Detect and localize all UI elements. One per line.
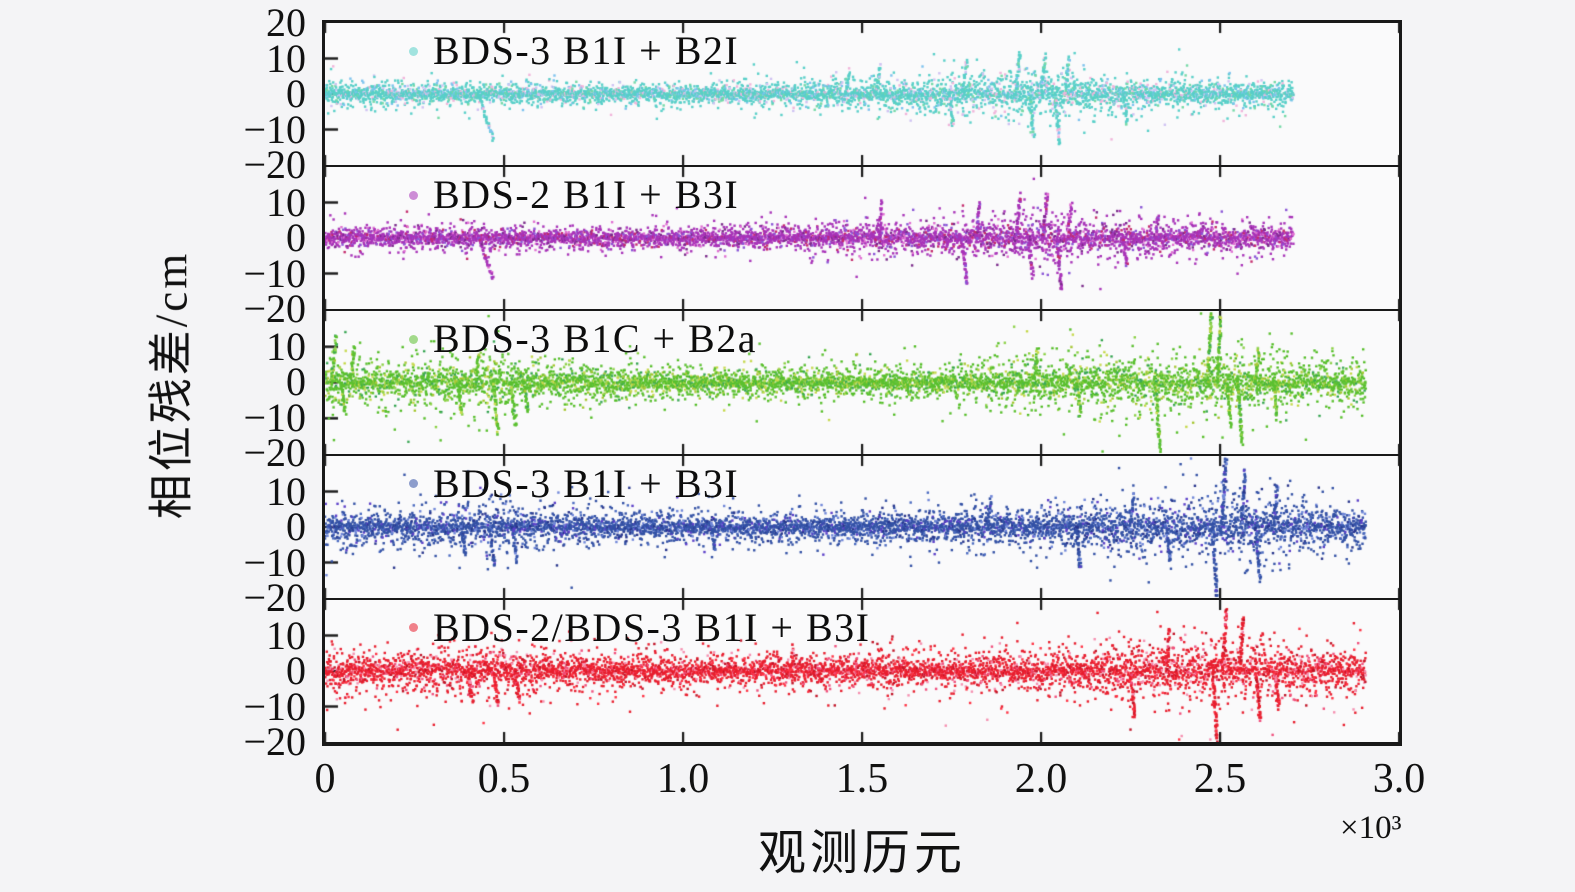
y-tick-label: 10 <box>266 323 306 369</box>
scatter-panel-5: BDS-2/BDS-3 B1I + B3I <box>325 599 1399 743</box>
y-tick-label: 0 <box>286 359 306 404</box>
y-tick-label: −10 <box>243 106 306 152</box>
y-axis-label: 相位残差/cm <box>146 250 197 520</box>
x-tick-label: 2.0 <box>1014 756 1068 802</box>
y-tick-label: −10 <box>243 250 306 296</box>
x-axis-multiplier: ×10³ <box>1340 810 1402 846</box>
y-tick-label: −20 <box>243 719 306 764</box>
y-tick-label: 10 <box>266 468 306 514</box>
y-tick-label: 10 <box>266 612 306 658</box>
x-tick-label: 3.0 <box>1372 756 1426 802</box>
y-tick-label: −20 <box>243 142 306 187</box>
scatter-canvas-5 <box>325 599 1399 743</box>
y-tick-label: 10 <box>266 179 306 225</box>
y-tick-label: −20 <box>243 286 306 331</box>
y-tick-label: 0 <box>286 504 306 549</box>
x-tick-label: 1.5 <box>835 756 889 802</box>
y-tick-label: −20 <box>243 575 306 620</box>
y-tick-label: −10 <box>243 539 306 585</box>
y-tick-label: 0 <box>286 71 306 116</box>
plot-area: BDS-3 B1I + B2I BDS-2 B1I + B3I BDS-3 B1… <box>322 20 1402 746</box>
y-tick-label: 0 <box>286 648 306 693</box>
y-tick-label: −10 <box>243 394 306 440</box>
x-tick-label: 1.0 <box>656 756 710 802</box>
scatter-panel-1: BDS-3 B1I + B2I <box>325 23 1399 168</box>
scatter-panel-4: BDS-3 B1I + B3I <box>325 455 1399 600</box>
x-tick-label: 2.5 <box>1193 756 1247 802</box>
x-axis-label: 观测历元 <box>757 827 967 880</box>
y-tick-label: −20 <box>243 430 306 475</box>
scatter-panel-2: BDS-2 B1I + B3I <box>325 167 1399 312</box>
scatter-canvas-3 <box>325 311 1399 454</box>
x-tick-label: 0.5 <box>477 756 531 802</box>
scatter-canvas-4 <box>325 455 1399 598</box>
scatter-canvas-2 <box>325 167 1399 310</box>
x-tick-label: 0 <box>314 756 336 802</box>
y-tick-label: −10 <box>243 683 306 729</box>
y-tick-label: 20 <box>266 0 306 45</box>
y-tick-label: 10 <box>266 35 306 81</box>
y-tick-label: 0 <box>286 215 306 260</box>
scatter-canvas-1 <box>325 23 1399 166</box>
scatter-panel-3: BDS-3 B1C + B2a <box>325 311 1399 456</box>
